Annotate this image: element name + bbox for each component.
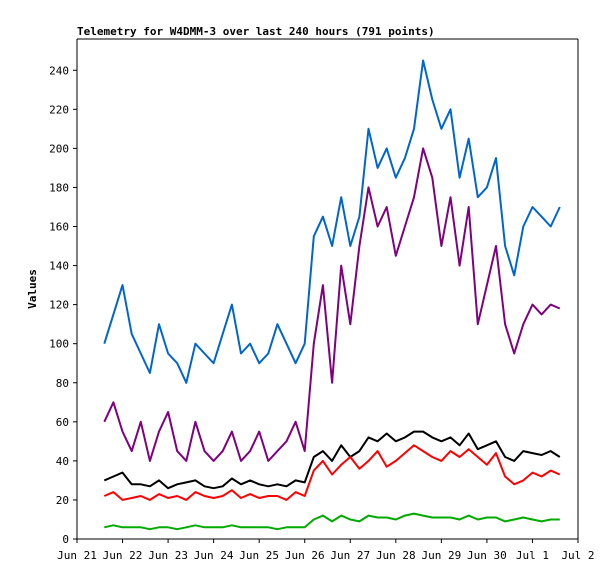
- y-tick-label: 100: [49, 338, 69, 351]
- series-lines: [103, 59, 561, 531]
- y-tick-label: 200: [49, 142, 69, 155]
- y-tick-label: 80: [56, 377, 69, 390]
- x-tick-label: Jul 2: [561, 549, 594, 562]
- x-tick-label: Jun 28: [376, 549, 416, 562]
- y-tick-label: 40: [56, 455, 69, 468]
- x-tick-label: Jun 26: [285, 549, 325, 562]
- y-tick-label: 240: [49, 64, 69, 77]
- y-tick-label: 140: [49, 260, 69, 273]
- y-tick-label: 120: [49, 299, 69, 312]
- series-line-0: [103, 59, 561, 384]
- chart-frame: [76, 38, 579, 540]
- y-tick-label: 60: [56, 416, 69, 429]
- series-line-1: [103, 147, 561, 462]
- series-line-2: [103, 430, 561, 490]
- x-tick-label: Jun 21: [57, 549, 97, 562]
- series-line-3: [103, 444, 561, 501]
- y-axis-label: Values: [26, 269, 39, 309]
- x-tick-label: Jun 23: [148, 549, 188, 562]
- y-tick-label: 0: [62, 533, 69, 546]
- x-tick-label: Jun 22: [103, 549, 143, 562]
- x-axis-ticks: Jun 21 Jun 22 Jun 23 Jun 24 Jun 25 Jun 26 Jun …: [57, 539, 595, 562]
- x-tick-label: Jun 25: [239, 549, 279, 562]
- x-tick-label: Jun 29: [421, 549, 461, 562]
- y-axis-ticks: 0 20 40 60 80 100 120 140 160 180 200 220 240: [49, 64, 77, 546]
- x-tick-label: Jun 24: [194, 549, 234, 562]
- x-tick-label: Jun 27: [330, 549, 370, 562]
- y-tick-label: 20: [56, 494, 69, 507]
- series-line-4: [104, 512, 560, 531]
- x-tick-label: Jun 30: [467, 549, 507, 562]
- x-tick-label: Jul 1: [516, 549, 549, 562]
- y-tick-label: 220: [49, 103, 69, 116]
- chart-title: Telemetry for W4DMM-3 over last 240 hour…: [77, 25, 435, 38]
- y-tick-label: 180: [49, 181, 69, 194]
- y-tick-label: 160: [49, 221, 69, 234]
